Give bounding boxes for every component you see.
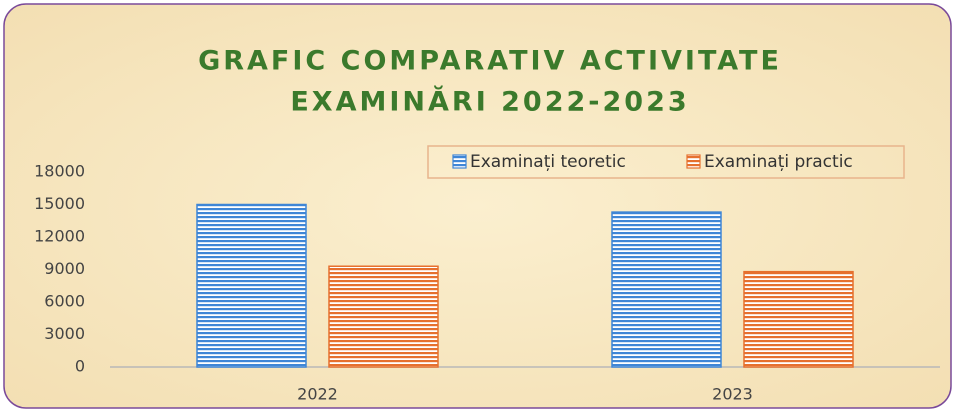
bar xyxy=(328,265,439,368)
legend-label: Examinați practic xyxy=(704,152,853,172)
y-tick-label: 3000 xyxy=(44,324,85,343)
legend-swatch xyxy=(452,154,467,169)
y-tick-label: 18000 xyxy=(34,162,85,181)
legend-box xyxy=(427,145,905,179)
legend-swatch xyxy=(686,154,701,169)
y-tick-label: 0 xyxy=(75,357,85,376)
y-tick-label: 15000 xyxy=(34,194,85,213)
bar xyxy=(611,211,722,368)
y-tick-label: 12000 xyxy=(34,227,85,246)
bar xyxy=(196,203,307,368)
x-tick-label: 2023 xyxy=(712,385,753,404)
legend-label: Examinați teoretic xyxy=(470,152,626,172)
chart-title: GRAFIC COMPARATIV ACTIVITATE xyxy=(198,46,782,77)
chart-title: EXAMINĂRI 2022-2023 xyxy=(290,86,689,118)
x-tick-label: 2022 xyxy=(297,385,338,404)
bar xyxy=(743,270,854,368)
y-tick-label: 6000 xyxy=(44,292,85,311)
y-tick-label: 9000 xyxy=(44,259,85,278)
